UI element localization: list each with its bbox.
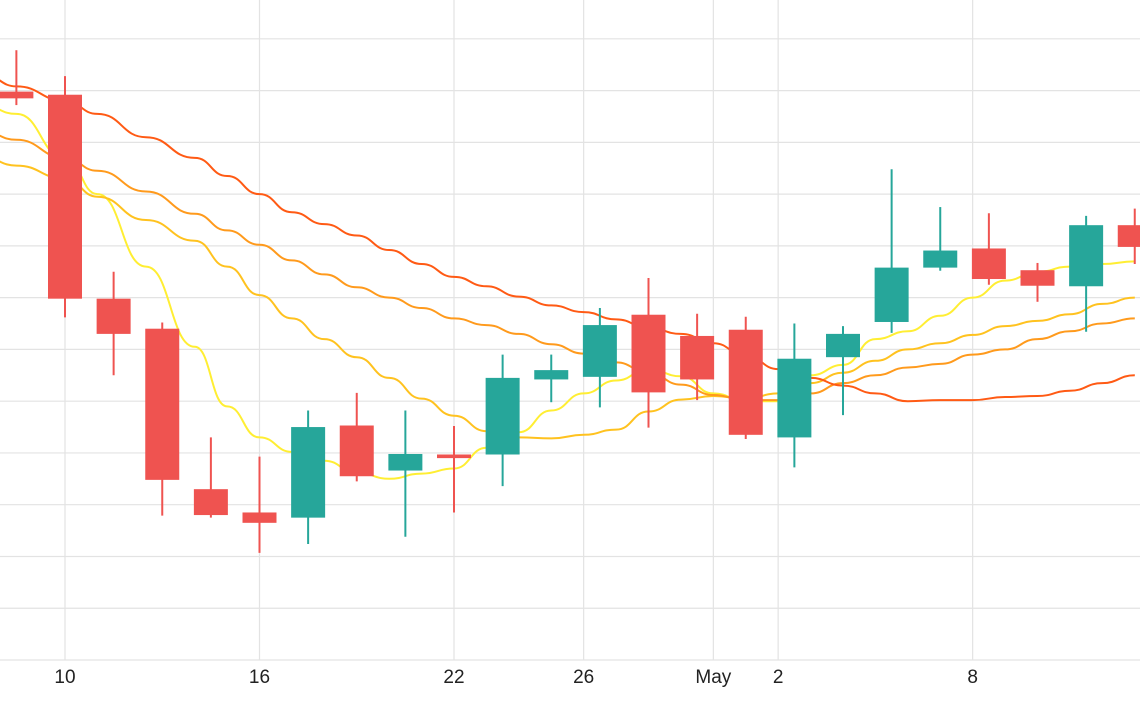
candle-body xyxy=(728,329,763,435)
moving-average-lines xyxy=(0,79,1135,480)
candle xyxy=(242,456,277,553)
candle xyxy=(1069,215,1104,332)
candle-body xyxy=(291,427,326,518)
candle-body xyxy=(826,333,861,358)
candle xyxy=(388,410,423,537)
candle xyxy=(582,308,617,408)
candle xyxy=(291,410,326,545)
x-tick-label: 8 xyxy=(967,667,978,688)
candle-body xyxy=(534,370,569,380)
candle xyxy=(48,76,82,318)
x-tick-label: 22 xyxy=(443,667,464,688)
moving-average-line-1 xyxy=(0,108,1135,480)
candle-body xyxy=(1069,225,1104,287)
candle-body xyxy=(48,94,82,299)
x-tick-label: May xyxy=(695,667,731,688)
candle-body xyxy=(680,335,715,380)
candle-body xyxy=(339,425,374,477)
candle xyxy=(437,426,472,513)
candle xyxy=(728,316,763,439)
moving-average-line-2 xyxy=(0,160,1135,440)
candle-body xyxy=(874,267,909,322)
candle-body xyxy=(437,454,472,459)
moving-average-line-3 xyxy=(0,134,1135,402)
candle xyxy=(193,437,228,518)
candle-body xyxy=(1020,270,1055,286)
candle-body xyxy=(485,377,520,455)
candle xyxy=(777,323,812,468)
candles xyxy=(0,50,1140,553)
candle-body xyxy=(242,512,277,523)
candle-body xyxy=(777,358,812,438)
candle xyxy=(826,326,861,416)
candle-body xyxy=(96,298,131,334)
candle-body xyxy=(388,453,423,471)
candle xyxy=(1117,208,1140,264)
candle xyxy=(145,322,180,516)
x-axis: 10 16 22 26 May 2 8 xyxy=(54,667,978,688)
candle xyxy=(339,392,374,482)
x-tick-label: 16 xyxy=(249,667,270,688)
candle xyxy=(680,313,715,401)
candle-body xyxy=(0,91,34,99)
candle-body xyxy=(582,325,617,377)
candle xyxy=(631,277,666,428)
candle-body xyxy=(145,328,180,480)
candle-body xyxy=(923,250,958,268)
candle-body xyxy=(631,314,666,393)
moving-average-line-4 xyxy=(0,79,1135,403)
candle xyxy=(923,207,958,271)
x-tick-label: 2 xyxy=(773,667,784,688)
candle-body xyxy=(193,489,228,516)
candle xyxy=(534,354,569,403)
grid-lines xyxy=(0,0,1140,661)
x-tick-label: 10 xyxy=(54,667,75,688)
candle xyxy=(1020,262,1055,302)
candle-body xyxy=(1117,225,1140,247)
candle xyxy=(0,50,34,106)
candle xyxy=(485,354,520,487)
candle xyxy=(96,271,131,376)
candle xyxy=(971,213,1006,285)
x-tick-label: 26 xyxy=(573,667,594,688)
candle xyxy=(874,169,909,333)
candle-body xyxy=(971,248,1006,280)
